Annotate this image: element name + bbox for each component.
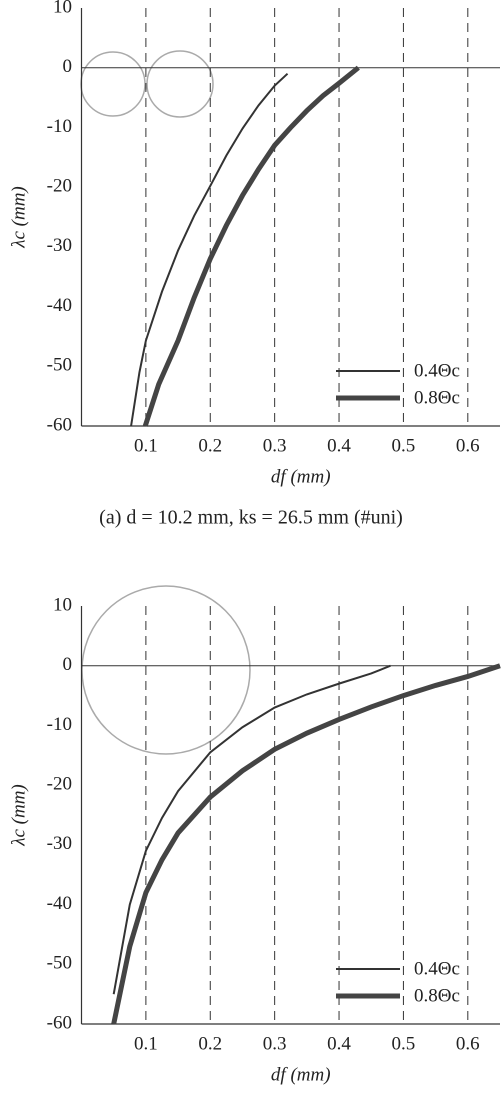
y-tick-label: -30 (47, 235, 72, 256)
y-tick-label: -60 (47, 414, 72, 435)
series-line (130, 72, 289, 427)
y-tick-label: -50 (47, 355, 72, 376)
x-axis-label: df (mm) (271, 466, 331, 487)
x-tick-label: 0.6 (456, 435, 480, 456)
y-tick-label: -10 (47, 714, 72, 735)
x-tick-label: 0.5 (392, 435, 416, 456)
y-axis-label: λc (mm) (8, 784, 29, 847)
legend-label: 0.8Θc (414, 985, 460, 1006)
x-axis-label: df (mm) (271, 1064, 331, 1085)
y-tick-label: -10 (47, 116, 72, 137)
x-tick-label: 0.4 (327, 1033, 351, 1054)
x-tick-label: 0.2 (198, 1033, 222, 1054)
chart-panel: 0.1 0.2 0.3 0.4 0.5 0.6 10 0 -10 -20 -30 -40 -50 -60 d… (8, 0, 500, 529)
y-axis-label: λc (mm) (8, 186, 29, 249)
y-tick-label: -40 (47, 893, 72, 914)
annotation-circles (80, 50, 251, 755)
chart-panel: 0.1 0.2 0.3 0.4 0.5 0.6 10 0 -10 -20 -30 -40 -50 -60 d… (8, 594, 501, 1085)
y-tick-label: -30 (47, 833, 72, 854)
y-tick-label: -60 (47, 1012, 72, 1033)
x-tick-label: 0.4 (327, 435, 351, 456)
series-line (142, 65, 360, 427)
y-tick-label: -20 (47, 176, 72, 197)
x-tick-label: 0.3 (263, 1033, 287, 1054)
x-tick-label: 0.1 (134, 1033, 158, 1054)
x-tick-label: 0.6 (456, 1033, 480, 1054)
y-tick-label: -50 (47, 953, 72, 974)
x-tick-label: 0.2 (198, 435, 222, 456)
annotation-circle (80, 51, 146, 117)
y-tick-label: 0 (63, 56, 73, 77)
legend-label: 0.8Θc (414, 387, 460, 408)
annotation-circle (81, 585, 251, 755)
y-tick-label: 10 (53, 0, 72, 17)
legend-label: 0.4Θc (414, 958, 460, 979)
x-tick-label: 0.5 (392, 1033, 416, 1054)
series-line (111, 663, 501, 1025)
y-tick-label: 0 (63, 654, 73, 675)
y-tick-label: -20 (47, 774, 72, 795)
annotation-circle (146, 50, 214, 118)
series-line (112, 664, 391, 995)
x-tick-label: 0.1 (134, 435, 158, 456)
x-tick-label: 0.3 (263, 435, 287, 456)
y-tick-label: -40 (47, 295, 72, 316)
y-tick-label: 10 (53, 594, 72, 615)
chart-title: (a) d = 10.2 mm, ks = 26.5 mm (#uni) (99, 507, 403, 529)
legend-label: 0.4Θc (414, 360, 460, 381)
